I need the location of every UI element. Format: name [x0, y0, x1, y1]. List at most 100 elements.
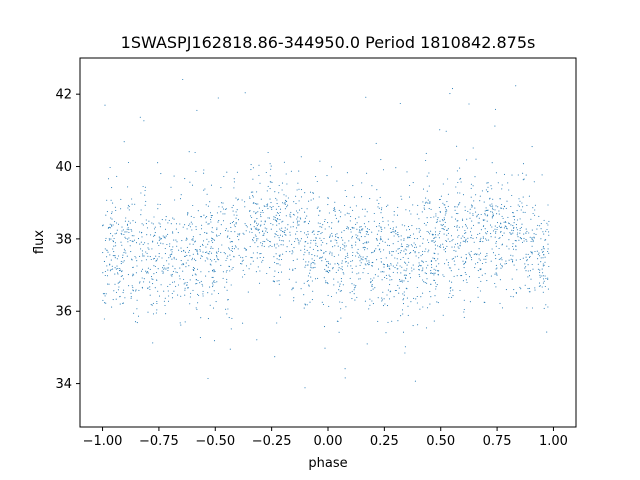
data-point [513, 289, 515, 291]
data-point [207, 205, 209, 207]
chart-title: 1SWASPJ162818.86-344950.0 Period 1810842… [121, 33, 536, 52]
data-point [165, 219, 167, 221]
data-point [158, 256, 160, 258]
data-point [542, 231, 544, 233]
data-point [215, 255, 218, 257]
data-point [279, 264, 281, 266]
data-point [122, 302, 124, 304]
data-point [281, 182, 284, 184]
data-point [351, 245, 353, 247]
data-point [496, 267, 498, 269]
data-point [295, 238, 297, 240]
data-point [422, 261, 424, 263]
data-point [174, 199, 176, 201]
data-point [313, 233, 315, 235]
data-point [348, 213, 350, 215]
data-point [453, 275, 455, 277]
data-point [547, 277, 549, 279]
data-point [491, 217, 493, 219]
data-point [402, 293, 404, 295]
data-point [152, 342, 154, 344]
data-point [226, 257, 228, 259]
data-point [164, 237, 166, 239]
data-point [512, 212, 514, 214]
data-point [352, 254, 354, 257]
y-tick-label: 38 [55, 232, 72, 247]
data-point [468, 276, 471, 278]
data-point [371, 283, 373, 286]
data-point [434, 234, 437, 236]
data-point [477, 286, 479, 289]
data-point [489, 224, 492, 226]
data-point [123, 289, 125, 291]
data-point [160, 238, 163, 240]
data-point [490, 185, 492, 187]
data-point [126, 224, 129, 226]
data-point [454, 264, 456, 266]
data-point [127, 238, 129, 240]
data-point [431, 233, 433, 235]
data-point [168, 257, 170, 259]
data-point [129, 239, 131, 242]
data-point [254, 242, 256, 244]
data-point [444, 248, 447, 250]
data-point [228, 266, 230, 268]
data-point [266, 205, 268, 207]
data-point [191, 229, 193, 231]
data-point [425, 327, 428, 329]
data-point [190, 221, 192, 223]
data-point [244, 223, 246, 225]
data-point [108, 238, 110, 240]
data-point [474, 263, 477, 265]
data-point [311, 267, 313, 269]
data-point [500, 267, 502, 269]
data-point [434, 231, 437, 233]
data-point [186, 287, 189, 289]
data-point [404, 346, 406, 348]
data-point [270, 202, 272, 204]
data-point [311, 280, 313, 282]
data-point [285, 195, 287, 197]
data-point [120, 263, 122, 265]
data-point [281, 235, 284, 237]
data-point [366, 231, 368, 233]
data-point [510, 258, 512, 260]
data-point [169, 256, 172, 258]
data-point [363, 246, 365, 248]
data-point [255, 227, 257, 229]
data-point [519, 218, 521, 220]
data-point [542, 257, 544, 259]
data-point [218, 220, 220, 222]
data-point [253, 202, 255, 204]
data-point [340, 308, 342, 310]
data-point [117, 268, 119, 270]
data-point [259, 270, 261, 272]
data-point [516, 229, 518, 231]
data-point [327, 204, 329, 206]
data-point [548, 231, 550, 233]
data-point [446, 210, 448, 212]
data-point [506, 200, 508, 202]
data-point [150, 258, 152, 261]
data-point [530, 278, 532, 280]
data-point [183, 249, 185, 251]
data-point [274, 233, 276, 235]
data-point [285, 215, 287, 217]
data-point [425, 197, 427, 199]
data-point [495, 272, 497, 274]
data-point [372, 288, 374, 290]
data-point [291, 287, 293, 289]
data-point [539, 269, 541, 271]
data-point [439, 211, 441, 213]
data-point [284, 233, 286, 236]
data-point [252, 167, 254, 169]
data-point [130, 297, 132, 299]
data-point [140, 248, 142, 250]
data-point [376, 259, 378, 261]
data-point [190, 215, 192, 217]
data-point [422, 201, 424, 203]
data-point [416, 295, 418, 298]
data-point [132, 289, 134, 291]
data-point [529, 236, 531, 238]
data-point [428, 202, 430, 204]
